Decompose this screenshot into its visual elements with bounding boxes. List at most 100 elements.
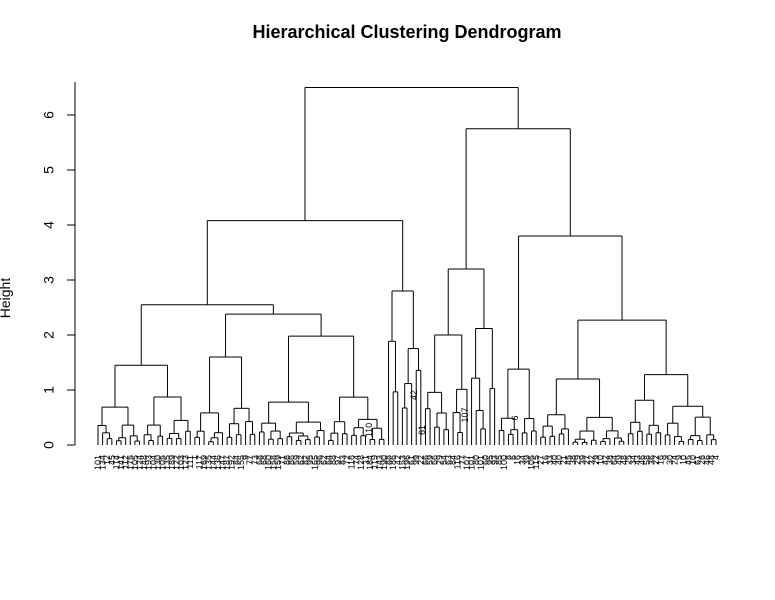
leaf-label: 66 [420, 455, 430, 465]
leaf-label: 73 [250, 455, 260, 465]
leaf-label: 112 [121, 455, 131, 469]
leaf-label: 77 [245, 455, 255, 465]
leaf-label: 86 [287, 455, 297, 465]
leaf-label: 143 [374, 455, 384, 470]
leaf-label: 33 [545, 455, 555, 465]
leaf-label: 39 [577, 455, 587, 465]
leaf-label: 100 [499, 455, 509, 470]
inline-label: 107 [460, 407, 470, 422]
leaf-label: 4 [711, 455, 721, 460]
leaf-label: 141 [116, 455, 126, 470]
leaf-label: 40 [550, 455, 560, 465]
leaf-label: 101 [476, 455, 486, 470]
chart-title: Hierarchical Clustering Dendrogram [252, 22, 561, 42]
leaf-label: 29 [591, 455, 601, 465]
leaf-label: 6 [508, 455, 518, 460]
leaf-label: 38 [605, 455, 615, 465]
leaf-label: 12 [102, 455, 112, 465]
inline-label: 61 [417, 425, 427, 435]
leaf-label: 122 [171, 455, 181, 470]
leaf-label: 9 [674, 455, 684, 460]
y-axis-label: Height [0, 278, 13, 319]
leaf-label: 190 [379, 455, 389, 470]
leaf-label: 60 [480, 455, 490, 465]
leaf-label: 66 [430, 455, 440, 465]
leaf-label: 45 [683, 455, 693, 465]
leaf-label: 62 [296, 455, 306, 465]
leaf-label: 144 [208, 455, 218, 470]
leaf-labels: 1011341245114141112175105124148193104130… [93, 455, 721, 470]
leaf-label: 115 [531, 455, 541, 469]
inline-label: 110 [364, 423, 374, 437]
leaf-label: 169 [199, 455, 209, 470]
leaf-label: 135 [204, 455, 214, 470]
leaf-label: 64 [610, 455, 620, 465]
leaf-label: 196 [402, 455, 412, 470]
leaf-label: 165 [310, 455, 320, 470]
leaf-label: 80 [471, 455, 481, 465]
leaf-label: 24 [669, 455, 679, 465]
y-tick-label: 4 [41, 221, 57, 229]
leaf-label: 22 [416, 455, 426, 465]
leaf-label: 105 [527, 455, 537, 470]
leaf-label: 116 [453, 455, 463, 469]
leaf-label: 187 [222, 455, 232, 470]
leaf-label: 74 [351, 455, 361, 465]
leaf-label: 93 [490, 455, 500, 465]
leaf-label: 84 [231, 455, 241, 465]
leaf-label: 49 [614, 455, 624, 465]
leaf-label: 22 [651, 455, 661, 465]
leaf-label: 148 [139, 455, 149, 470]
leaf-label: 46 [637, 455, 647, 465]
leaf-label: 147 [218, 455, 228, 470]
leaf-label: 186 [388, 455, 398, 470]
y-axis: 0 1 2 3 4 5 6 [41, 82, 76, 449]
leaf-label: 68 [254, 455, 264, 465]
leaf-label: 184 [365, 455, 375, 470]
leaf-label: 101 [93, 455, 103, 470]
leaf-label: 116 [347, 455, 357, 469]
leaf-label: 193 [144, 455, 154, 470]
dendrogram-tree [97, 87, 717, 445]
y-tick-label: 0 [41, 441, 57, 449]
leaf-label: 158 [268, 455, 278, 470]
leaf-label: 155 [236, 455, 246, 470]
leaf-label: 39 [522, 455, 532, 465]
leaf-label: 45 [107, 455, 117, 465]
leaf-label: 34 [517, 455, 527, 465]
leaf-label: 124 [135, 455, 145, 470]
leaf-label: 16 [513, 455, 523, 465]
leaf-label: 27 [582, 455, 592, 465]
leaf-label: 63 [444, 455, 454, 465]
leaf-label: 43 [633, 455, 643, 465]
leaf-label: 16 [540, 455, 550, 465]
leaf-label: 160 [264, 455, 274, 470]
leaf-label: 58 [642, 455, 652, 465]
y-tick-label: 5 [41, 166, 57, 174]
leaf-label: 82 [301, 455, 311, 465]
leaf-label: 77 [457, 455, 467, 465]
leaf-label: 42 [600, 455, 610, 465]
leaf-label: 10 [688, 455, 698, 465]
leaf-label: 9 [660, 455, 670, 460]
leaf-label: 36 [646, 455, 656, 465]
leaf-label: 175 [125, 455, 135, 470]
leaf-label: 86 [282, 455, 292, 465]
leaf-label: 107 [462, 455, 472, 470]
leaf-label: 27 [536, 455, 546, 465]
leaf-label: 136 [213, 455, 223, 470]
leaf-label: 1 [190, 455, 200, 460]
leaf-label: 26 [697, 455, 707, 465]
leaf-label: 153 [397, 455, 407, 470]
leaf-label: 84 [448, 455, 458, 465]
leaf-label: 96 [314, 455, 324, 465]
leaf-label: 8 [503, 455, 513, 460]
leaf-label: 61 [407, 455, 417, 465]
leaf-label: 62 [319, 455, 329, 465]
leaf-label: 88 [384, 455, 394, 465]
leaf-label: 114 [111, 455, 121, 469]
leaf-label: 42 [393, 455, 403, 465]
leaf-label: 16 [656, 455, 666, 465]
leaf-label: 29 [573, 455, 583, 465]
